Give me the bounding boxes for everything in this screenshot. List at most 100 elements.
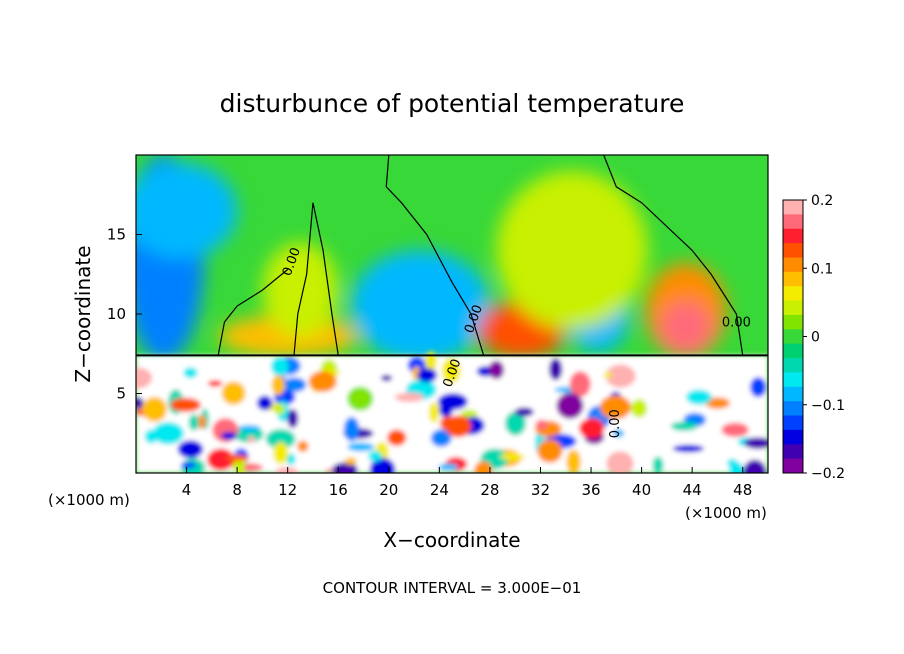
colorbar-swatch: [783, 300, 803, 316]
turbulent-patch: [535, 419, 548, 430]
anomaly-patch: [350, 250, 490, 362]
turbulent-patch: [308, 371, 337, 393]
colorbar-swatch: [783, 343, 803, 359]
colorbar-swatch: [783, 358, 803, 373]
contour-line: [217, 269, 289, 356]
colorbar-tick-label: 0.2: [811, 193, 833, 209]
turbulent-patch: [177, 440, 204, 459]
boundary-layer: [136, 351, 768, 473]
turbulent-patch: [221, 431, 237, 440]
turbulent-patch: [347, 442, 375, 452]
turbulent-patch: [599, 395, 632, 420]
turbulent-patch: [750, 377, 767, 398]
turbulent-patch: [417, 368, 437, 383]
x-unit-right: (×1000 m): [685, 504, 767, 522]
x-axis: 4 8 12 16 20 24 28 32 36 40 44 48: [182, 467, 752, 499]
x-tick-label: 48: [733, 481, 752, 499]
anomaly-patch: [660, 301, 712, 353]
colorbar-swatch: [783, 214, 803, 230]
turbulent-patch: [238, 425, 261, 432]
anomaly-patch: [262, 242, 339, 338]
turbulent-patch: [537, 439, 563, 463]
contour-line: [385, 155, 485, 356]
turbulent-patch: [686, 389, 712, 405]
colorbar-tick-label: −0.2: [811, 466, 845, 482]
turbulent-patch: [556, 392, 584, 419]
turbulent-patch: [630, 399, 648, 418]
contour-label: 0.00: [608, 409, 623, 438]
contour-label: 0.00: [722, 316, 751, 331]
turbulent-patch: [343, 416, 360, 442]
colorbar-swatch: [783, 243, 803, 258]
turbulent-patch: [445, 415, 472, 438]
anomaly-layer: [136, 155, 727, 362]
x-tick-label: 16: [329, 481, 348, 499]
colorbar-swatch: [783, 329, 803, 345]
turbulent-patch: [275, 467, 299, 473]
y-axis: 5 10 15: [107, 226, 142, 403]
x-tick-label: 4: [182, 481, 192, 499]
x-tick-label: 28: [480, 481, 499, 499]
contour-line: [603, 155, 744, 356]
contour-interval-note: CONTOUR INTERVAL = 3.000E−01: [323, 579, 582, 597]
turbulent-patch: [428, 402, 440, 423]
turbulent-patch: [297, 440, 309, 452]
contour-line: [293, 202, 339, 356]
colorbar-swatch: [783, 271, 803, 287]
x-tick-label: 36: [581, 481, 600, 499]
turbulent-patch: [488, 360, 505, 380]
turbulent-patch: [332, 462, 358, 473]
x-tick-label: 12: [278, 481, 297, 499]
turbulent-patch: [380, 374, 393, 382]
turbulent-patch: [569, 371, 591, 398]
turbulent-patch: [183, 367, 198, 379]
colorbar: 0.2 0.1 0 −0.1 −0.2: [782, 193, 845, 482]
x-tick-label: 20: [379, 481, 398, 499]
turbulent-patch: [474, 461, 493, 473]
turbulent-patch: [605, 364, 636, 388]
turbulent-patch: [271, 374, 285, 396]
chart-title: disturbunce of potential temperature: [220, 89, 685, 118]
x-tick-label: 40: [632, 481, 651, 499]
turbulent-patch: [705, 397, 731, 409]
colorbar-tick-label: 0.1: [811, 261, 833, 277]
turbulent-patch: [221, 381, 246, 405]
turbulent-patch: [578, 418, 605, 439]
turbulent-patch: [438, 463, 459, 471]
turbulent-patch: [256, 395, 273, 411]
turbulent-patch: [273, 403, 285, 415]
turbulent-patch: [437, 393, 468, 410]
turbulent-patch: [368, 450, 383, 462]
colorbar-swatch: [783, 444, 803, 460]
y-tick-label: 15: [107, 226, 126, 244]
turbulent-patch: [136, 397, 144, 410]
turbulent-patch: [136, 367, 153, 389]
anomaly-patch: [136, 162, 238, 259]
turbulent-patch: [273, 442, 289, 465]
turbulent-patch: [652, 456, 664, 473]
turbulent-patch: [387, 429, 407, 446]
turbulent-patch: [514, 407, 534, 417]
x-tick-label: 32: [531, 481, 550, 499]
colorbar-swatch: [783, 314, 803, 330]
y-axis-label: Z−coordinate: [71, 245, 95, 382]
turbulent-patch: [743, 459, 767, 473]
turbulent-patch: [672, 444, 705, 453]
turbulent-patch: [441, 358, 461, 384]
turbulent-patch: [347, 386, 374, 411]
turbulent-patch: [142, 396, 167, 422]
turbulent-patch: [270, 356, 289, 376]
turbulent-patch: [286, 453, 296, 465]
turbulent-patch: [430, 429, 452, 447]
anomaly-patch: [496, 170, 648, 330]
turbulent-patch: [287, 409, 299, 428]
turbulent-patch: [460, 409, 478, 418]
turbulent-patch: [265, 429, 296, 449]
turbulent-patch: [170, 397, 202, 412]
y-tick-label: 5: [116, 385, 126, 403]
x-tick-label: 24: [430, 481, 449, 499]
colorbar-swatch: [783, 429, 803, 445]
colorbar-swatch: [783, 458, 803, 474]
turbulent-patch: [247, 436, 256, 443]
